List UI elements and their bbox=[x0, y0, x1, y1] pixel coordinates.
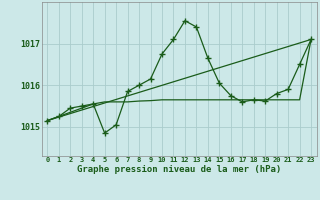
X-axis label: Graphe pression niveau de la mer (hPa): Graphe pression niveau de la mer (hPa) bbox=[77, 165, 281, 174]
